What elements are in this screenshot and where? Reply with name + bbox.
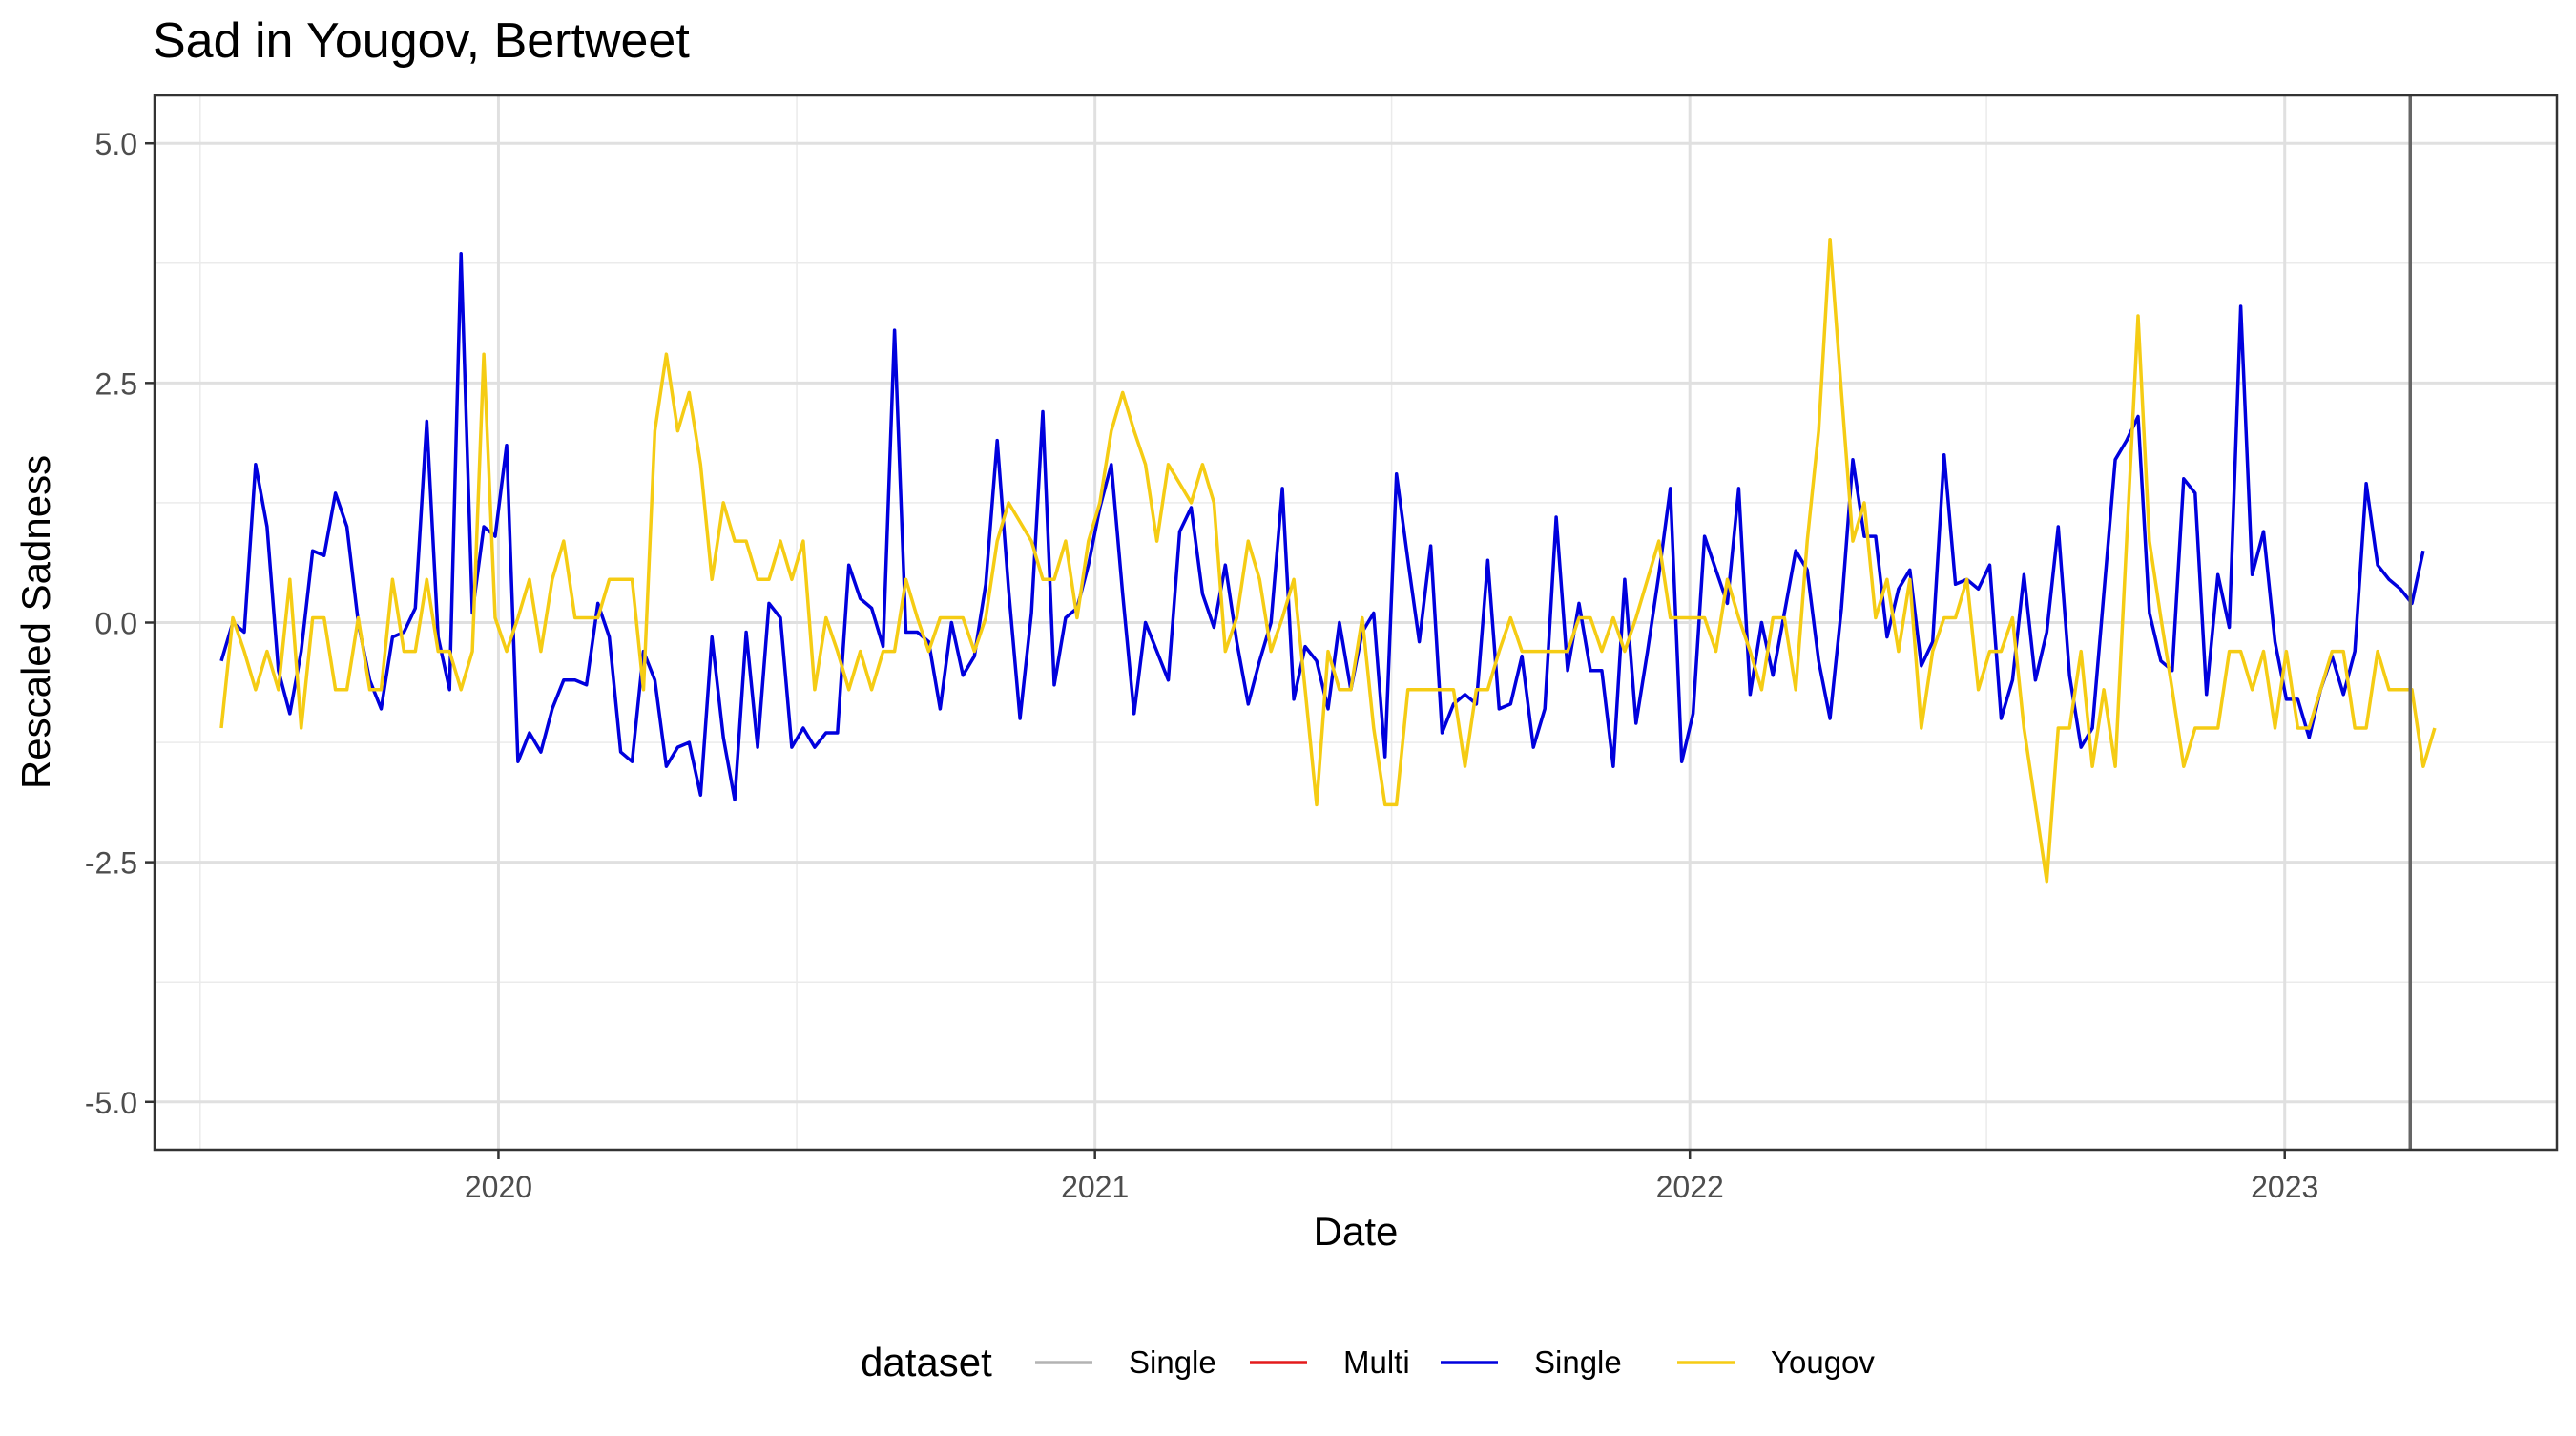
y-tick-label: -2.5 <box>85 846 137 881</box>
y-tick-label: 0.0 <box>95 607 137 641</box>
chart-title: Sad in Yougov, Bertweet <box>153 13 690 69</box>
x-tick-label: 2023 <box>2251 1170 2318 1204</box>
legend-label: Single <box>1129 1344 1216 1380</box>
x-tick-label: 2022 <box>1656 1170 1724 1204</box>
legend-label: Single <box>1534 1344 1622 1380</box>
legend-label: Yougov <box>1771 1344 1875 1380</box>
series-line-single <box>219 252 2425 802</box>
y-tick-label: 2.5 <box>95 366 137 401</box>
series <box>219 237 2437 884</box>
x-tick-label: 2021 <box>1061 1170 1129 1204</box>
x-tick-label: 2020 <box>465 1170 532 1204</box>
series-line-yougov <box>219 237 2437 884</box>
legend-label: Multi <box>1343 1344 1410 1380</box>
axes: 5.0 2.5 0.0 -2.5 -5.0 2020 2021 2022 2023 <box>85 127 2318 1204</box>
y-tick-label: -5.0 <box>85 1086 137 1120</box>
y-tick-label: 5.0 <box>95 127 137 161</box>
y-axis-title: Rescaled Sadness <box>13 455 58 789</box>
x-axis-title: Date <box>1314 1209 1399 1254</box>
legend: dataset Single Multi Single Yougov <box>861 1340 1875 1384</box>
legend-title: dataset <box>861 1340 992 1384</box>
